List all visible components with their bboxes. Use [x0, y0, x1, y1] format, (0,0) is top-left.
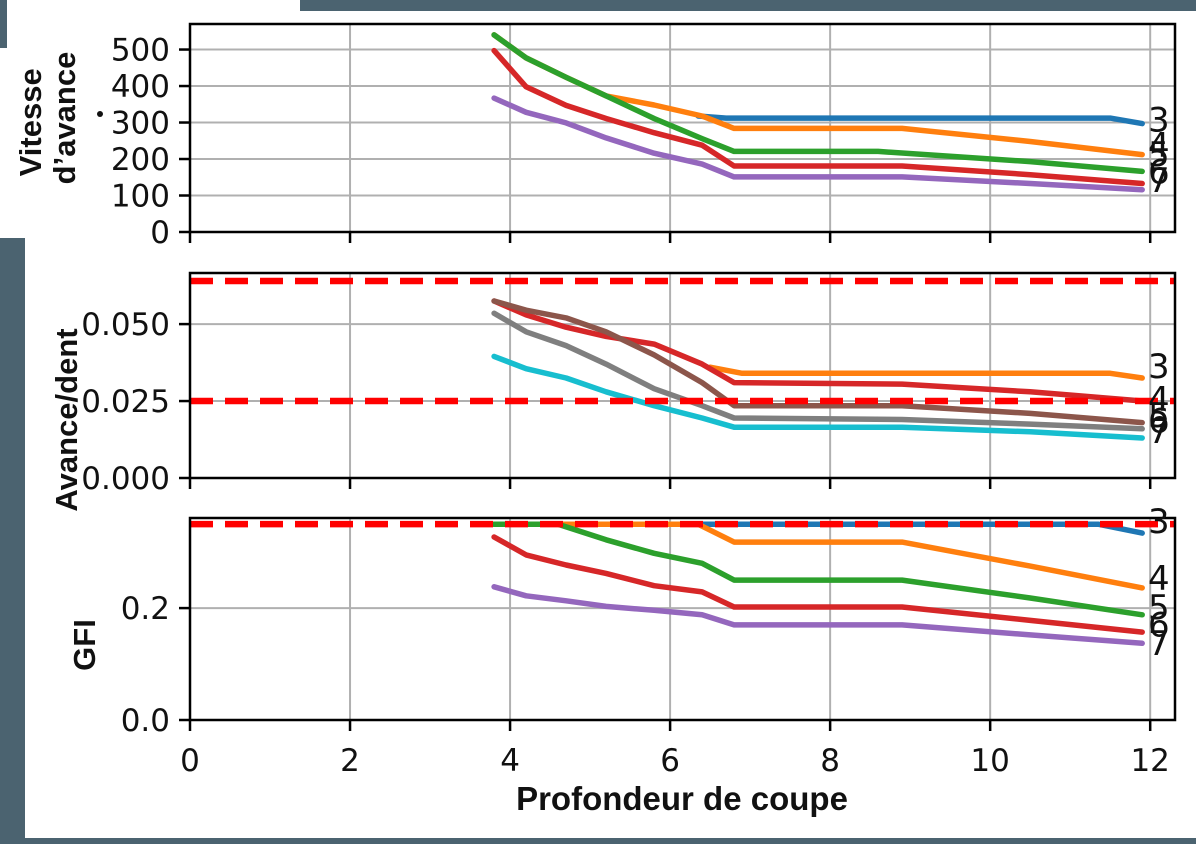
- series-end-label-3: 3: [1148, 502, 1170, 542]
- x-tick-label: 6: [660, 743, 680, 779]
- x-tick-label: 12: [1130, 743, 1169, 779]
- stray-dot-artifact: [97, 111, 103, 117]
- x-tick-label: 8: [820, 743, 840, 779]
- series-end-label-5: 5: [1148, 396, 1170, 436]
- series-end-label-6: 6: [1148, 152, 1170, 192]
- series-end-label-7: 7: [1148, 412, 1170, 452]
- y-tick-label: 200: [111, 142, 170, 178]
- series-end-label-4: 4: [1148, 559, 1170, 599]
- series-end-label-6: 6: [1148, 402, 1170, 442]
- series-end-label-5: 5: [1148, 588, 1170, 628]
- series-end-label-4: 4: [1148, 126, 1170, 166]
- series-end-label-4: 4: [1148, 380, 1170, 420]
- y-tick-label: 0.050: [81, 307, 170, 343]
- ylabel-avance-dent: Avance/dent: [49, 328, 84, 511]
- series-end-label-5: 5: [1148, 135, 1170, 175]
- series-end-label-7: 7: [1148, 624, 1170, 664]
- ylabel-gfi: GFI: [67, 619, 102, 671]
- ylabel-vitesse-davance: Vitesse d’avance: [13, 52, 82, 185]
- series-line-4: [491, 32, 1145, 158]
- axes-spine: [188, 516, 1177, 722]
- series-end-label-3: 3: [1148, 347, 1170, 387]
- series-end-label-3: 3: [1148, 101, 1170, 141]
- y-tick-label: 400: [111, 69, 170, 105]
- series-end-label-6: 6: [1148, 605, 1170, 645]
- slide-background-top-bar: [300, 0, 1196, 11]
- series-line-4: [491, 298, 1145, 404]
- y-tick-label: 0: [150, 215, 170, 251]
- x-tick-label: 10: [970, 743, 1009, 779]
- x-tick-label: 4: [500, 743, 520, 779]
- slide-background-left-bar: [0, 238, 25, 838]
- y-tick-label: 0.2: [121, 591, 170, 627]
- series-line-7: [491, 584, 1145, 647]
- series-line-6: [491, 310, 1145, 432]
- y-tick-label: 0.0: [121, 703, 170, 739]
- x-tick-label: 0: [180, 743, 200, 779]
- axes-spine: [188, 22, 1177, 234]
- y-tick-label: 0.000: [81, 461, 170, 497]
- plot-panels: 0100200300400500345670.0000.0250.0503456…: [81, 22, 1177, 779]
- series-line-3: [707, 364, 1145, 381]
- slide-background-bottom-bar: [0, 838, 1196, 844]
- y-tick-label: 500: [111, 33, 170, 69]
- y-tick-label: 300: [111, 106, 170, 142]
- xlabel-profondeur-de-coupe: Profondeur de coupe: [516, 780, 848, 817]
- series-end-label-7: 7: [1148, 161, 1170, 201]
- series-line-7: [491, 353, 1145, 441]
- y-tick-label: 100: [111, 179, 170, 215]
- slide-background-corner-sliver: [0, 0, 7, 48]
- series-line-5: [491, 298, 1145, 426]
- y-tick-label: 0.025: [81, 384, 170, 420]
- series-line-6: [491, 534, 1145, 635]
- axes-spine: [188, 271, 1177, 480]
- x-tick-label: 2: [340, 743, 360, 779]
- series-line-5: [491, 521, 1145, 618]
- series-line-5: [491, 32, 1145, 175]
- series-line-7: [491, 95, 1145, 193]
- series-line-6: [491, 47, 1145, 187]
